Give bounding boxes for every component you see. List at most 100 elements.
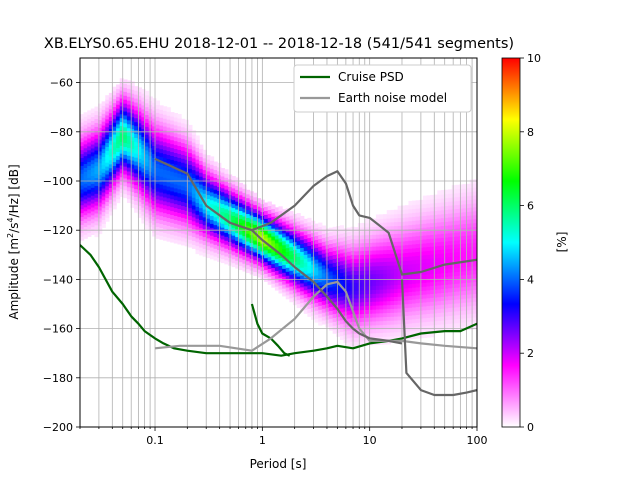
heatmap-cell	[144, 110, 150, 116]
heatmap-cell	[336, 245, 341, 251]
heatmap-cell	[173, 223, 179, 228]
heatmap-cell	[404, 283, 410, 289]
heatmap-cell	[430, 218, 435, 224]
heatmap-cell	[163, 141, 168, 147]
heatmap-cell	[181, 193, 186, 199]
heatmap-cell	[437, 269, 442, 274]
heatmap-cell	[285, 290, 290, 296]
heatmap-cell	[191, 212, 197, 218]
heatmap-cell	[137, 146, 142, 151]
heatmap-cell	[422, 207, 428, 212]
heatmap-cell	[177, 157, 182, 162]
heatmap-cell	[134, 109, 139, 115]
heatmap-cell	[202, 177, 207, 182]
heatmap-cell	[163, 220, 168, 225]
heatmap-cell	[202, 165, 207, 171]
heatmap-cell	[455, 322, 460, 328]
heatmap-cell	[137, 205, 142, 210]
heatmap-cell	[246, 189, 251, 195]
heatmap-cell	[422, 309, 428, 315]
heatmap-cell	[303, 246, 308, 251]
heatmap-cell	[87, 204, 92, 210]
heatmap-cell	[408, 315, 413, 320]
heatmap-cell	[448, 201, 453, 206]
heatmap-cell	[155, 104, 160, 109]
heatmap-cell	[166, 170, 171, 175]
heatmap-cell	[372, 301, 377, 306]
heatmap-cell	[148, 151, 153, 157]
heatmap-cell	[123, 142, 128, 147]
heatmap-cell	[451, 326, 456, 332]
heatmap-cell	[433, 237, 438, 243]
heatmap-cell	[177, 204, 182, 210]
heatmap-cell	[199, 239, 204, 244]
heatmap-cell	[365, 262, 370, 267]
heatmap-cell	[166, 225, 171, 230]
heatmap-cell	[401, 236, 406, 242]
heatmap-cell	[181, 240, 186, 246]
heatmap-cell	[368, 234, 373, 239]
heatmap-cell	[473, 210, 477, 216]
heatmap-cell	[422, 235, 428, 240]
heatmap-cell	[386, 292, 391, 298]
heatmap-cell	[126, 115, 132, 121]
heatmap-cell	[462, 278, 467, 284]
heatmap-cell	[209, 246, 215, 252]
heatmap-cell	[458, 274, 464, 280]
heatmap-cell	[144, 177, 150, 182]
heatmap-cell	[163, 145, 168, 151]
heatmap-cell	[347, 302, 352, 307]
heatmap-cell	[462, 243, 467, 248]
heatmap-cell	[141, 100, 146, 106]
heatmap-cell	[173, 128, 179, 134]
heatmap-cell	[440, 300, 446, 305]
heatmap-cell	[166, 221, 171, 226]
heatmap-cell	[437, 304, 442, 310]
heatmap-cell	[419, 329, 424, 335]
heatmap-cell	[137, 173, 142, 179]
heatmap-cell	[415, 243, 420, 249]
heatmap-cell	[408, 291, 413, 296]
heatmap-cell	[98, 205, 103, 211]
heatmap-cell	[466, 286, 471, 291]
heatmap-cell	[271, 243, 276, 249]
heatmap-cell	[440, 213, 446, 219]
heatmap-cell	[426, 203, 431, 208]
heatmap-cell	[148, 108, 153, 113]
heatmap-cell	[112, 102, 117, 107]
heatmap-cell	[282, 291, 287, 297]
heatmap-cell	[393, 292, 399, 297]
heatmap-cell	[188, 187, 193, 193]
heatmap-cell	[184, 229, 189, 235]
heatmap-cell	[415, 223, 420, 229]
heatmap-cell	[303, 238, 308, 244]
heatmap-cell	[368, 332, 373, 338]
heatmap-cell	[101, 105, 106, 110]
heatmap-cell	[390, 312, 395, 317]
heatmap-cell	[170, 210, 175, 216]
heatmap-cell	[130, 85, 135, 90]
heatmap-cell	[397, 256, 402, 262]
heatmap-cell	[130, 97, 135, 102]
colorbar-label: [%]	[555, 232, 569, 253]
heatmap-cell	[440, 221, 446, 227]
heatmap-cell	[242, 251, 247, 256]
heatmap-cell	[300, 282, 305, 288]
heatmap-cell	[152, 204, 157, 210]
plot-frame	[79, 57, 478, 428]
heatmap-cell	[94, 153, 99, 159]
heatmap-cell	[300, 298, 305, 304]
heatmap-cell	[163, 185, 168, 190]
heatmap-cell	[383, 312, 388, 318]
heatmap-cell	[105, 173, 110, 179]
heatmap-cell	[148, 167, 153, 172]
heatmap-cell	[134, 105, 139, 111]
heatmap-cell	[325, 267, 330, 273]
heatmap-cell	[285, 223, 290, 229]
heatmap-cell	[354, 242, 359, 248]
heatmap-cell	[422, 203, 428, 209]
heatmap-cell	[458, 322, 464, 327]
heatmap-cell	[314, 243, 319, 248]
heatmap-cell	[375, 308, 381, 314]
heatmap-cell	[473, 250, 477, 255]
